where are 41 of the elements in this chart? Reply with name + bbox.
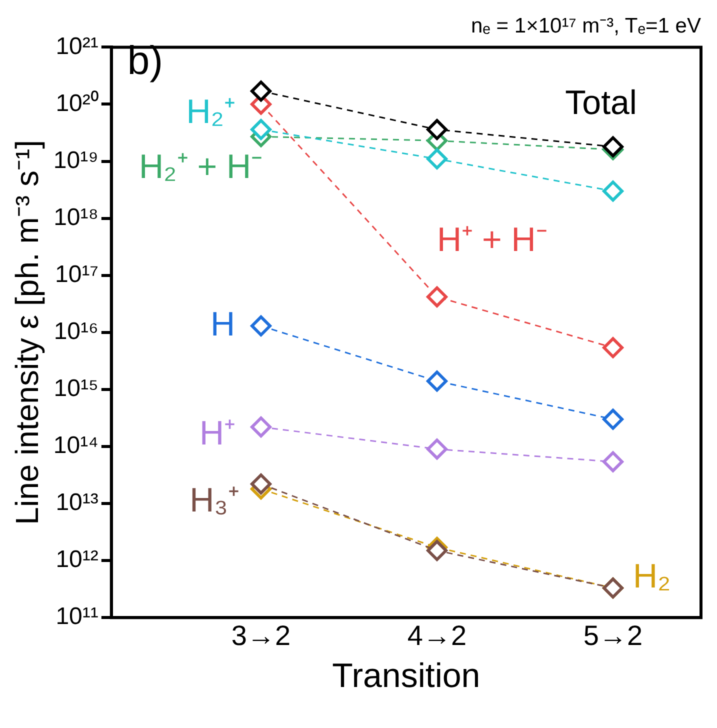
series-label: H bbox=[210, 305, 235, 344]
point bbox=[426, 438, 448, 460]
x-axis-title: Transition bbox=[332, 656, 480, 695]
y-tick-label: 10¹⁷ bbox=[55, 260, 98, 288]
y-tick-label: 10¹¹ bbox=[56, 603, 98, 630]
point bbox=[426, 148, 448, 170]
y-tick-label: 10¹⁹ bbox=[53, 146, 98, 174]
point bbox=[250, 119, 272, 140]
y-tick-label: 10¹⁴ bbox=[53, 432, 98, 460]
point bbox=[602, 451, 624, 472]
point bbox=[602, 408, 624, 430]
point bbox=[250, 315, 272, 336]
y-tick-label: 10¹⁶ bbox=[54, 318, 98, 346]
point bbox=[426, 370, 448, 392]
y-tick-label: 10¹⁵ bbox=[54, 375, 98, 402]
y-tick-label: 10¹³ bbox=[56, 489, 98, 516]
y-tick-label: 10²¹ bbox=[56, 32, 98, 60]
series-label: H⁺ bbox=[199, 414, 235, 452]
chart-title: nₑ = 1×10¹⁷ m⁻³, Tₑ=1 eV bbox=[470, 14, 701, 38]
x-tick-label: 4→2 bbox=[407, 620, 467, 652]
x-tick-label: 3→2 bbox=[231, 620, 291, 652]
point bbox=[426, 119, 448, 140]
annotation: b) bbox=[127, 39, 163, 84]
point bbox=[602, 180, 624, 202]
x-tick-label: 5→2 bbox=[583, 620, 643, 652]
y-tick-label: 10²⁰ bbox=[56, 90, 98, 117]
series-label: H₂ bbox=[633, 557, 671, 596]
series-label: H₃⁺ bbox=[190, 481, 239, 520]
y-tick-label: 10¹⁸ bbox=[54, 204, 98, 231]
series-label: H₂⁺ bbox=[186, 92, 235, 131]
point bbox=[250, 416, 272, 438]
point bbox=[602, 337, 624, 358]
point bbox=[426, 540, 448, 562]
series-label: H₂⁺ + H⁻ bbox=[139, 148, 262, 186]
y-axis-title: Line intensity ε [ph. m⁻³ s⁻¹] bbox=[9, 140, 46, 525]
point bbox=[426, 286, 448, 308]
series-label: H⁺ + H⁻ bbox=[437, 221, 547, 260]
y-tick-label: 10¹² bbox=[56, 546, 98, 574]
point bbox=[250, 473, 272, 494]
series-label: Total bbox=[565, 84, 637, 122]
point bbox=[250, 80, 272, 102]
